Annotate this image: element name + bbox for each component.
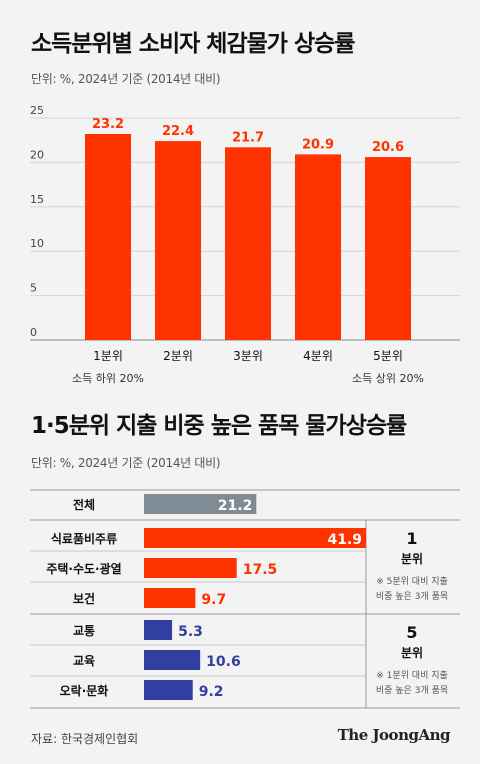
chart1-value-label: 20.9: [302, 137, 334, 152]
chart2-category-label: 보건: [73, 591, 95, 606]
chart2-value-label: 17.5: [243, 562, 278, 578]
chart2-bar: [144, 650, 201, 670]
chart1-value-label: 20.6: [372, 140, 404, 155]
source-note: 자료: 한국경제인협회: [31, 732, 139, 746]
chart1-ytick-label: 5: [30, 282, 37, 295]
chart2-group-note: ※ 1분위 대비 지출: [376, 670, 448, 681]
chart1-ytick-label: 10: [30, 237, 44, 250]
chart2-category-label: 교통: [73, 623, 95, 638]
chart2-value-label: 5.3: [178, 624, 203, 640]
chart2-unit-note: 단위: %, 2024년 기준 (2014년 대비): [31, 456, 221, 470]
chart2-group-number: 1: [406, 529, 417, 548]
chart2-value-label: 9.7: [201, 592, 226, 608]
publisher-logo: The JoongAng: [337, 726, 451, 744]
chart1-category-label: 1분위: [93, 349, 123, 363]
chart2-value-label: 9.2: [199, 684, 224, 700]
chart2-category-label: 교육: [73, 653, 95, 668]
chart2-group-number: 5: [406, 623, 417, 642]
chart1-bar: [365, 157, 411, 340]
chart2-group-sublabel: 분위: [401, 552, 423, 566]
chart2-bar: [144, 494, 257, 514]
chart1-sublabel: 소득 상위 20%: [352, 372, 424, 385]
chart1-ytick-label: 0: [30, 326, 37, 339]
chart1-value-label: 23.2: [92, 117, 124, 132]
chart2-value-label: 10.6: [206, 654, 241, 670]
chart1-category-label: 3분위: [233, 349, 263, 363]
chart1-bar: [155, 141, 201, 340]
chart1-value-label: 22.4: [162, 124, 194, 139]
chart1-bar: [225, 147, 271, 340]
chart2-value-label: 41.9: [327, 532, 362, 548]
chart2-category-label: 오락·문화: [60, 683, 109, 698]
chart1-category-label: 2분위: [163, 349, 193, 363]
chart1-unit-note: 단위: %, 2024년 기준 (2014년 대비): [31, 72, 221, 86]
chart2-value-label: 21.2: [218, 498, 253, 514]
chart2-bar: [144, 528, 366, 548]
chart2-group-sublabel: 분위: [401, 646, 423, 660]
chart1-ytick-label: 25: [30, 104, 44, 117]
chart2-bar: [144, 620, 173, 640]
chart1-ytick-label: 20: [30, 148, 44, 161]
chart1-category-label: 4분위: [303, 349, 333, 363]
chart2-group-note: 비중 높은 3개 품목: [376, 685, 448, 696]
chart2-title: 1·5분위 지출 비중 높은 품목 물가상승률: [31, 413, 407, 439]
chart1-bar: [85, 133, 131, 340]
chart1-category-label: 5분위: [373, 349, 403, 363]
chart1-value-label: 21.7: [232, 130, 264, 145]
chart2-bar: [144, 680, 193, 700]
chart2-group-note: ※ 5분위 대비 지출: [376, 576, 448, 587]
chart2-category-label: 전체: [73, 497, 95, 512]
chart2-group-note: 비중 높은 3개 품목: [376, 591, 448, 602]
chart2-bar: [144, 588, 196, 608]
chart2-category-label: 식료품비주류: [51, 531, 117, 546]
chart1-sublabel: 소득 하위 20%: [72, 371, 144, 385]
chart1-title: 소득분위별 소비자 체감물가 상승률: [31, 31, 355, 57]
chart2-bar: [144, 558, 237, 578]
chart1-ytick-label: 15: [30, 193, 44, 206]
chart1-bar: [295, 154, 341, 340]
chart2-category-label: 주택·수도·광열: [46, 561, 121, 576]
